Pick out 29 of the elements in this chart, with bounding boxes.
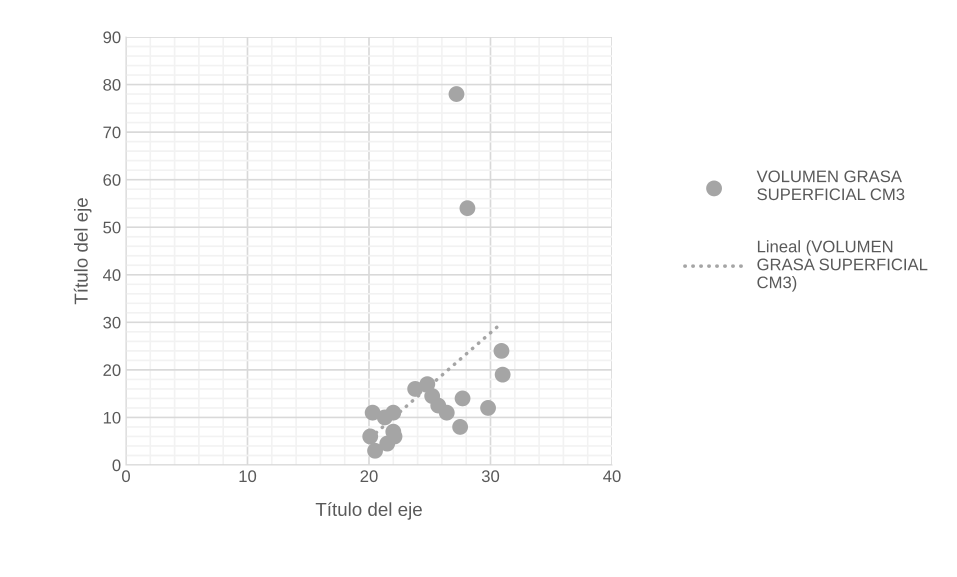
y-axis-title: Título del eje xyxy=(74,198,92,304)
x-axis-title: Título del eje xyxy=(316,502,422,520)
x-tick-label: 20 xyxy=(360,470,378,482)
legend-label: VOLUMEN GRASA SUPERFICIAL CM3 xyxy=(756,170,904,200)
point xyxy=(367,442,383,459)
y-tick-label: 40 xyxy=(102,269,120,281)
y-tick-label: 90 xyxy=(103,31,120,44)
point xyxy=(452,419,468,435)
y-tick-label: 70 xyxy=(103,126,120,138)
y-tick-label: 10 xyxy=(104,412,120,424)
point xyxy=(494,366,511,383)
y-tick-label: 80 xyxy=(103,78,120,91)
y-tick-label: 0 xyxy=(112,459,120,472)
point xyxy=(480,400,496,416)
x-tick-label: 10 xyxy=(240,470,256,482)
y-tick-label: 20 xyxy=(103,364,120,376)
x-tick-label: 40 xyxy=(603,470,621,482)
point xyxy=(494,342,510,359)
legend-label: Lineal (VOLUMEN GRASA SUPERFICIAL CM3) xyxy=(757,240,928,292)
y-tick-label: 30 xyxy=(103,316,120,329)
point xyxy=(459,200,476,216)
y-tick-label: 50 xyxy=(103,222,120,234)
point xyxy=(448,86,464,102)
point xyxy=(454,390,470,406)
x-tick-label: 0 xyxy=(122,470,130,482)
y-tick-label: 60 xyxy=(103,174,120,186)
x-tick-label: 30 xyxy=(482,470,500,482)
point xyxy=(364,404,381,421)
point xyxy=(438,404,455,421)
